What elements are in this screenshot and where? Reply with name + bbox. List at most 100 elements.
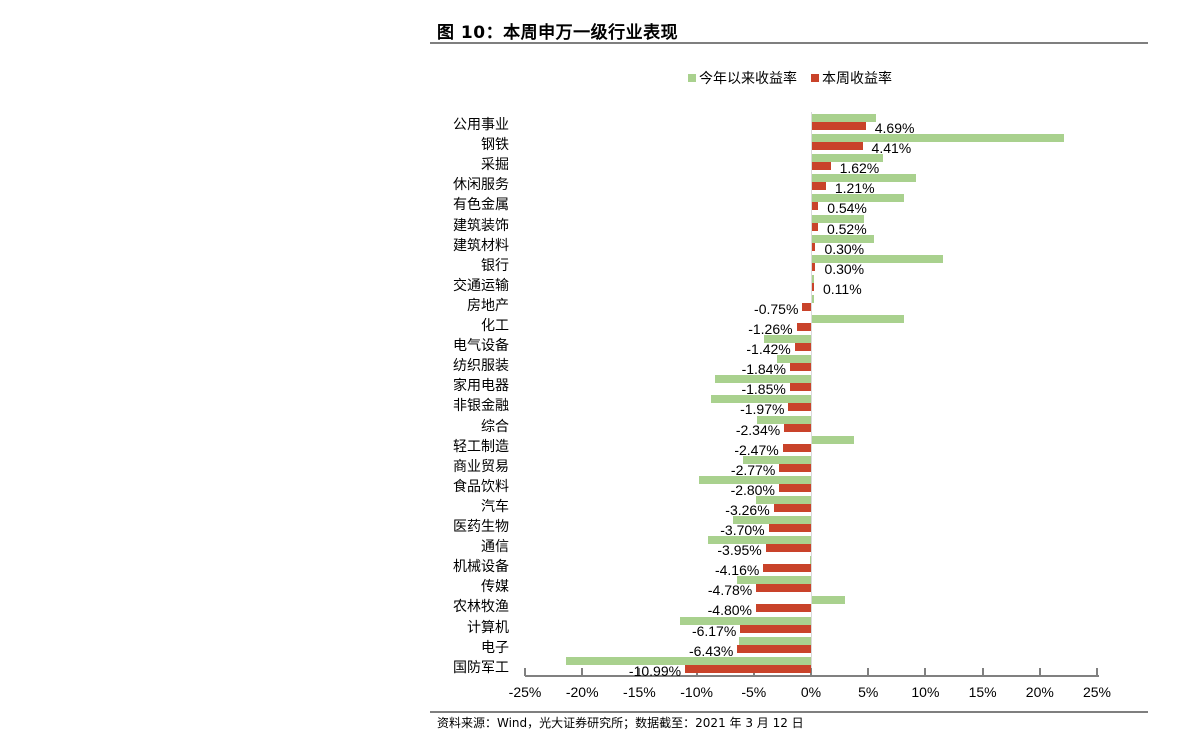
- bar-week: [789, 363, 811, 372]
- data-label: -1.84%: [741, 361, 786, 378]
- data-label: -2.80%: [730, 481, 775, 498]
- x-tick: [581, 668, 584, 676]
- category-label: 非银金融: [453, 398, 509, 415]
- bar-week: [788, 403, 811, 412]
- data-label: -2.77%: [730, 461, 776, 478]
- bar-ytd: [711, 395, 811, 404]
- x-tick: [638, 668, 641, 676]
- x-tick-label: 20%: [1025, 684, 1054, 700]
- data-label: -2.47%: [734, 441, 779, 458]
- category-label: 医药生物: [453, 519, 509, 535]
- bar-ytd: [757, 415, 811, 424]
- bar-week: [756, 584, 811, 593]
- bar-week: [740, 624, 811, 633]
- category-label: 电子: [481, 639, 509, 656]
- data-label: 4.69%: [874, 120, 915, 136]
- x-tick-label: -25%: [508, 684, 542, 700]
- data-label: -1.85%: [741, 381, 786, 398]
- data-label: -3.26%: [725, 501, 770, 518]
- category-label: 计算机: [467, 619, 509, 636]
- data-label: -4.80%: [707, 602, 752, 619]
- x-tick-label: 25%: [1082, 684, 1112, 700]
- category-label: 传媒: [481, 579, 509, 596]
- category-label: 建筑材料: [453, 237, 509, 254]
- data-label: -6.17%: [691, 622, 737, 639]
- x-tick: [1038, 668, 1041, 676]
- category-label: 国防军工: [453, 659, 509, 676]
- x-tick: [981, 668, 984, 676]
- category-label: 化工: [481, 318, 509, 334]
- data-label: -1.26%: [748, 321, 793, 337]
- bar-week: [779, 463, 811, 472]
- bar-week: [768, 524, 811, 532]
- data-label: -1.97%: [740, 401, 785, 418]
- bar-ytd: [698, 475, 811, 484]
- category-label: 汽车: [481, 498, 509, 515]
- bar-ytd: [812, 114, 877, 122]
- bar-week: [812, 242, 816, 251]
- bar-ytd: [707, 536, 811, 545]
- category-label: 交通运输: [453, 277, 509, 294]
- x-tick: [810, 668, 812, 676]
- bar-ytd: [764, 335, 811, 344]
- data-label: -3.95%: [717, 542, 762, 559]
- bar-week: [755, 604, 811, 613]
- data-label: 1.62%: [839, 160, 880, 177]
- bar-week: [737, 644, 811, 653]
- data-label: 1.21%: [834, 180, 875, 197]
- bar-ytd: [812, 134, 1065, 143]
- bar-week: [763, 564, 811, 573]
- bar-ytd: [812, 294, 814, 303]
- legend-label-ytd: 今年以来收益率: [699, 71, 797, 87]
- bar-week: [773, 503, 811, 512]
- bar-week: [802, 302, 811, 311]
- category-label: 纺织服装: [453, 358, 509, 375]
- category-label: 公用事业: [453, 117, 509, 133]
- bar-week: [812, 202, 819, 211]
- legend-label-week: 本周收益率: [822, 71, 892, 87]
- bar-week: [812, 222, 818, 231]
- bar-ytd: [565, 656, 811, 665]
- x-tick-label: 15%: [968, 684, 997, 700]
- legend-swatch-week: [811, 74, 819, 82]
- category-label: 通信: [481, 539, 509, 556]
- bar-week: [812, 282, 814, 291]
- bar-ytd: [812, 234, 874, 243]
- bar-week: [778, 483, 811, 492]
- bar-week: [765, 544, 811, 553]
- category-label: 银行: [481, 257, 509, 274]
- category-label: 钢铁: [481, 137, 509, 154]
- bar-week: [784, 423, 811, 432]
- x-tick: [1096, 668, 1098, 676]
- bar-week: [812, 262, 816, 271]
- category-label: 有色金属: [453, 197, 509, 214]
- data-label: 4.41%: [871, 140, 912, 157]
- title-divider: [430, 42, 1148, 44]
- data-label: -4.16%: [714, 562, 760, 579]
- legend-item-ytd: 今年以来收益率: [688, 68, 797, 88]
- bar-week: [796, 323, 811, 331]
- figure-title: 图 10：本周申万一级行业表现: [437, 23, 679, 43]
- x-tick-label: -5%: [741, 684, 767, 700]
- zero-axis-line: [811, 112, 812, 675]
- bar-ytd: [812, 174, 917, 183]
- bar-ytd: [714, 375, 811, 384]
- legend-item-week: 本周收益率: [811, 68, 892, 88]
- data-label: 0.11%: [823, 280, 862, 297]
- bar-week: [794, 343, 811, 352]
- bar-ytd: [812, 254, 943, 263]
- data-label: 0.30%: [824, 240, 865, 257]
- data-label: 0.30%: [824, 260, 865, 277]
- x-tick: [924, 668, 927, 676]
- bar-week: [685, 664, 811, 673]
- bar-ytd: [738, 636, 811, 645]
- bar-ytd: [680, 616, 811, 625]
- bar-week: [789, 383, 811, 392]
- bar-ytd: [812, 214, 864, 223]
- x-axis-line: [525, 675, 1099, 677]
- category-label: 休闲服务: [453, 177, 509, 194]
- category-label: 房地产: [467, 297, 509, 314]
- bar-ytd: [809, 556, 811, 565]
- bar-ytd: [812, 194, 904, 203]
